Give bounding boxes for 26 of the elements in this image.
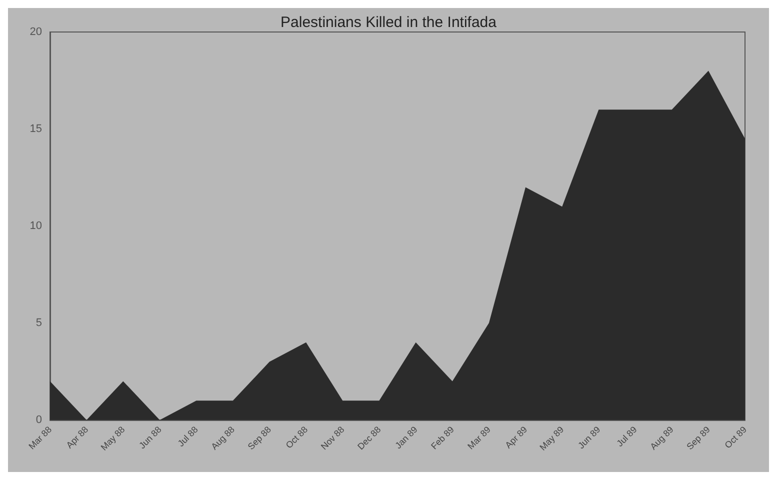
x-tick-label: Jan 89 <box>393 424 420 451</box>
x-tick-label: Oct 89 <box>722 424 749 450</box>
y-tick-label: 0 <box>36 414 42 426</box>
y-tick-label: 20 <box>30 26 42 38</box>
x-tick-label: Oct 88 <box>284 424 310 450</box>
chart-title: Palestinians Killed in the Intifada <box>280 14 498 31</box>
y-tick-label: 15 <box>30 123 42 135</box>
x-tick-label: Feb 89 <box>429 424 456 452</box>
x-tick-label: Dec 88 <box>356 424 383 452</box>
x-tick-label: Jun 89 <box>576 424 602 451</box>
x-tick-label: Sep 88 <box>246 424 274 452</box>
x-tick-label: Jul 88 <box>176 424 200 448</box>
x-tick-label: Sep 89 <box>684 424 712 452</box>
y-tick-label: 10 <box>30 220 42 232</box>
x-tick-label: May 89 <box>538 424 566 452</box>
x-tick-label: Apr 88 <box>64 424 90 450</box>
x-tick-label: Aug 89 <box>648 424 676 452</box>
x-tick-label: Jun 88 <box>137 424 164 451</box>
x-tick-label: Jul 89 <box>614 424 639 448</box>
x-tick-label: Apr 89 <box>503 424 530 450</box>
x-tick-label: Nov 88 <box>318 424 346 452</box>
x-tick-label: Aug 88 <box>209 424 236 452</box>
x-tick-label: Mar 89 <box>466 424 492 452</box>
x-tick-label: May 88 <box>98 424 127 452</box>
y-tick-label: 5 <box>36 317 42 329</box>
x-tick-label: Mar 88 <box>26 424 54 452</box>
